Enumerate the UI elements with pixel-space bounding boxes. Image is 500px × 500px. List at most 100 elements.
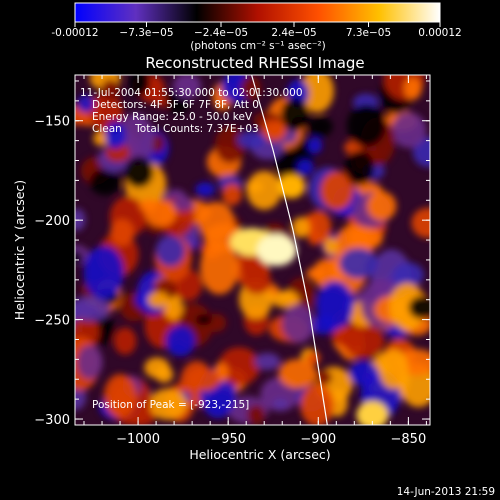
image-blob: [411, 207, 430, 238]
colorbar-tick-label: −7.3e−05: [119, 27, 173, 39]
y-tick-label: −250: [34, 314, 70, 329]
colorbar-tick-label: 7.3e−05: [346, 27, 391, 39]
image-blob: [291, 217, 310, 238]
image-blob: [331, 326, 366, 347]
image-blob: [339, 247, 378, 279]
x-tick-label: −850: [391, 432, 427, 447]
image-blob: [222, 183, 242, 206]
plot-frame: [74, 74, 431, 426]
image-blob: [89, 168, 121, 196]
image-blob: [349, 360, 379, 386]
colorbar-units: (photons cm⁻² s⁻¹ asec⁻²): [190, 40, 325, 52]
image-blob: [155, 235, 185, 267]
image-blob: [109, 218, 135, 247]
image-blob: [195, 314, 213, 326]
peak-position-text: Position of Peak = [-923,-215]: [92, 399, 249, 411]
image-blob: [254, 353, 281, 371]
image-blob: [367, 191, 397, 221]
image-blob: [75, 250, 83, 265]
image-blob: [356, 401, 389, 425]
image-blob: [391, 112, 427, 148]
y-tick-label: −150: [34, 115, 70, 130]
image-blob: [306, 351, 321, 365]
clean-counts-text: Clean Total Counts: 7.37E+03: [92, 123, 259, 135]
colorbar-tick-label: 0.00012: [418, 27, 461, 39]
image-blob: [103, 373, 137, 419]
colorbar-tick-label: -0.00012: [51, 27, 98, 39]
image-blob: [392, 262, 424, 288]
image-blob: [308, 116, 333, 137]
reconstructed-image: [75, 75, 430, 425]
energy-range-text: Energy Range: 25.0 - 50.0 keV: [92, 111, 253, 123]
plot-title: Reconstructed RHESSI Image: [145, 54, 364, 72]
image-blob: [76, 344, 103, 380]
image-blob: [83, 245, 124, 299]
image-blob: [315, 369, 333, 386]
image-blob: [323, 237, 338, 256]
image-blob: [246, 404, 266, 425]
image-blob: [297, 159, 314, 176]
x-tick-label: −900: [300, 432, 336, 447]
detectors-text: Detectors: 4F 5F 6F 7F 8F, Att 0: [92, 99, 259, 111]
image-blob: [113, 327, 137, 355]
x-tick-label: −950: [210, 432, 246, 447]
image-blob: [279, 290, 295, 301]
image-blob: [408, 295, 430, 320]
image-blob: [93, 131, 109, 146]
image-blob: [278, 359, 317, 389]
image-peak: [256, 234, 297, 266]
y-axis-label: Heliocentric Y (arcsec): [12, 180, 27, 320]
image-blob: [200, 241, 239, 295]
image-blob: [403, 77, 422, 100]
image-blob: [173, 75, 202, 99]
colorbar-ticks: -0.00012 −7.3e−05 −2.4e−05 2.4e−05 7.3e−05 0.…: [51, 22, 462, 39]
colorbar-tick-label: −2.4e−05: [194, 27, 248, 39]
image-blob: [260, 119, 287, 142]
image-blob: [282, 304, 316, 343]
y-tick-label: −200: [34, 214, 70, 229]
image-blob: [105, 142, 130, 163]
image-blob: [240, 75, 261, 101]
image-blob: [378, 348, 409, 390]
image-blob: [148, 388, 188, 421]
colorbar-tick-label: 2.4e−05: [271, 27, 316, 39]
image-blob: [75, 384, 87, 411]
solar-limb-line: [251, 75, 328, 425]
image-blob: [214, 126, 246, 164]
image-blob: [389, 283, 427, 331]
image-blob: [129, 75, 150, 97]
colorbar: [74, 2, 441, 23]
image-blob: [155, 365, 174, 383]
image-blob: [344, 150, 375, 185]
image-blob: [124, 156, 154, 188]
image-blob: [218, 347, 260, 386]
y-axis: −150 −200 −250 −300: [34, 80, 430, 428]
x-axis-label: Heliocentric X (arcsec): [189, 447, 330, 462]
image-blob: [300, 75, 334, 113]
image-blob: [316, 280, 354, 330]
image-blob: [346, 104, 387, 147]
image-blob: [105, 121, 126, 149]
image-blob: [300, 383, 335, 425]
image-blob: [307, 230, 322, 246]
image-blob: [195, 182, 215, 197]
image-blob: [307, 137, 323, 154]
x-axis: −1000 −950 −900 −850: [83, 75, 427, 447]
image-blob: [165, 325, 196, 357]
image-blob: [139, 198, 158, 213]
image-blob: [100, 79, 121, 102]
image-blob: [272, 398, 289, 410]
image-blob: [237, 130, 267, 149]
footer-timestamp: 14-Jun-2013 21:59: [397, 486, 495, 498]
image-blob: [197, 201, 235, 241]
image-blob: [242, 269, 272, 295]
image-blob: [277, 174, 306, 199]
x-tick-label: −1000: [116, 432, 160, 447]
image-blob: [280, 97, 309, 132]
image-blob: [320, 171, 354, 211]
image-blob: [171, 197, 195, 212]
image-blob: [75, 296, 111, 322]
y-tick-label: −300: [34, 413, 70, 428]
